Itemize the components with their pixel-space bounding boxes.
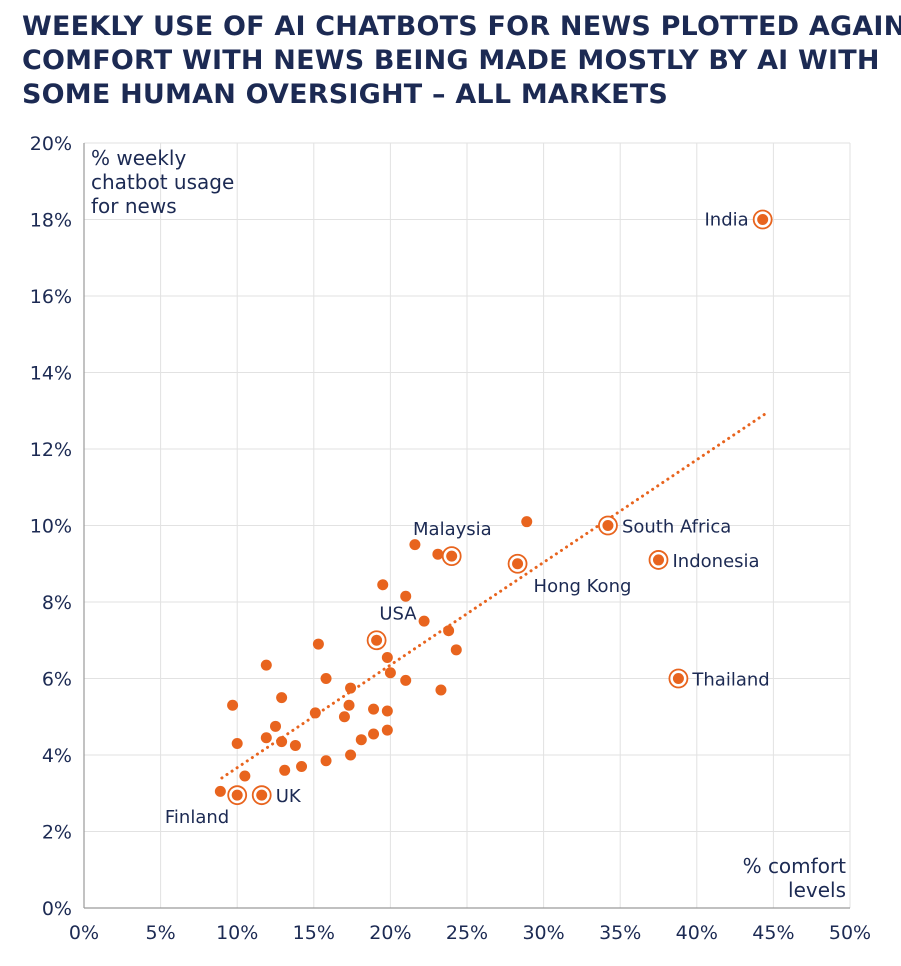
y-tick-label: 2% <box>42 822 72 844</box>
data-point <box>296 760 308 772</box>
points <box>214 209 773 806</box>
x-axis-label: levels <box>788 878 846 902</box>
title-line-1: WEEKLY USE OF AI CHATBOTS FOR NEWS PLOTT… <box>22 11 901 42</box>
x-tick-label: 35% <box>599 922 641 944</box>
x-tick-label: 30% <box>522 922 564 944</box>
data-point <box>521 516 533 528</box>
data-point <box>432 548 444 560</box>
data-point <box>276 692 288 704</box>
data-point <box>381 651 393 663</box>
point-labels: India Malaysia South Africa Indonesia Hong K… <box>165 210 770 829</box>
point-label: South Africa <box>622 517 731 538</box>
point-label: Hong Kong <box>534 576 632 597</box>
data-point <box>276 736 288 748</box>
x-tick-label: 15% <box>293 922 335 944</box>
x-axis-label: % comfort <box>743 854 847 878</box>
data-point <box>418 615 430 627</box>
highlighted-point <box>371 634 383 646</box>
x-tick-label: 0% <box>69 922 99 944</box>
y-tick-label: 12% <box>30 439 72 461</box>
data-point <box>289 739 301 751</box>
data-point <box>260 732 272 744</box>
grid <box>84 142 851 908</box>
y-tick-label: 14% <box>30 363 72 385</box>
data-point <box>320 673 332 684</box>
data-point <box>384 667 396 679</box>
data-point <box>435 684 447 696</box>
data-point <box>343 699 355 711</box>
axes <box>83 143 850 909</box>
data-point <box>443 625 455 637</box>
highlighted-point <box>653 554 664 566</box>
x-tick-label: 45% <box>752 922 794 944</box>
y-axis-label: % weekly <box>91 146 186 170</box>
data-point <box>345 749 357 761</box>
data-point <box>381 724 393 736</box>
x-tick-label: 5% <box>146 922 176 944</box>
highlighted-point <box>446 550 458 562</box>
data-point <box>309 707 321 719</box>
highlighted-point <box>231 789 243 801</box>
y-tick-label: 18% <box>30 210 72 232</box>
highlighted-point <box>602 520 614 531</box>
point-label: USA <box>379 603 417 624</box>
y-axis-label: chatbot usage <box>91 170 234 194</box>
trendline-group <box>220 413 766 780</box>
data-point <box>400 674 412 686</box>
data-point <box>239 770 251 782</box>
data-point <box>338 711 350 723</box>
data-point <box>368 728 380 740</box>
data-point <box>345 682 357 694</box>
data-point <box>368 703 380 715</box>
data-point <box>279 764 291 776</box>
highlighted-point <box>256 789 268 801</box>
point-label: Malaysia <box>413 519 492 540</box>
highlighted-point <box>512 558 524 570</box>
y-tick-label: 10% <box>30 516 72 538</box>
y-tick-label: 0% <box>42 898 72 920</box>
y-tick-label: 4% <box>42 745 72 767</box>
data-point <box>270 720 281 732</box>
data-point <box>400 590 412 602</box>
data-point <box>450 644 462 656</box>
data-point <box>312 638 324 650</box>
data-point <box>381 705 393 717</box>
y-tick-label: 6% <box>42 669 72 691</box>
data-point <box>320 755 332 767</box>
data-point <box>214 785 226 797</box>
point-label: UK <box>276 786 302 807</box>
title-line-2: COMFORT WITH NEWS BEING MADE MOSTLY BY A… <box>22 45 880 76</box>
y-axis-label: for news <box>91 194 177 218</box>
x-tick-label: 40% <box>676 922 718 944</box>
point-label: Thailand <box>691 670 769 691</box>
trendline <box>220 413 766 780</box>
y-tick-label: 16% <box>30 286 72 308</box>
x-tick-label: 20% <box>369 922 411 944</box>
y-tick-label: 8% <box>42 592 72 614</box>
data-point <box>409 539 421 551</box>
highlighted-point <box>757 214 769 225</box>
point-label: India <box>704 210 748 231</box>
point-label: Indonesia <box>673 551 760 572</box>
x-tick-label: 50% <box>829 922 871 944</box>
data-point <box>227 699 239 711</box>
title-line-3: SOME HUMAN OVERSIGHT – ALL MARKETS <box>22 79 669 110</box>
highlighted-point <box>672 673 684 684</box>
chart-title: WEEKLY USE OF AI CHATBOTS FOR NEWS PLOTT… <box>22 10 901 112</box>
data-point <box>377 579 389 591</box>
data-point <box>231 738 243 750</box>
y-tick-label: 20% <box>30 133 72 155</box>
tick-labels: 0% 5% 10% 15% 20% 25% 30% 35% 40% 45% 50% 0% 2% 4% 6% 8… <box>30 133 871 944</box>
point-label: Finland <box>165 807 229 828</box>
x-tick-label: 25% <box>446 922 488 944</box>
data-point <box>260 659 272 671</box>
data-point <box>355 734 367 746</box>
x-tick-label: 10% <box>216 922 258 944</box>
